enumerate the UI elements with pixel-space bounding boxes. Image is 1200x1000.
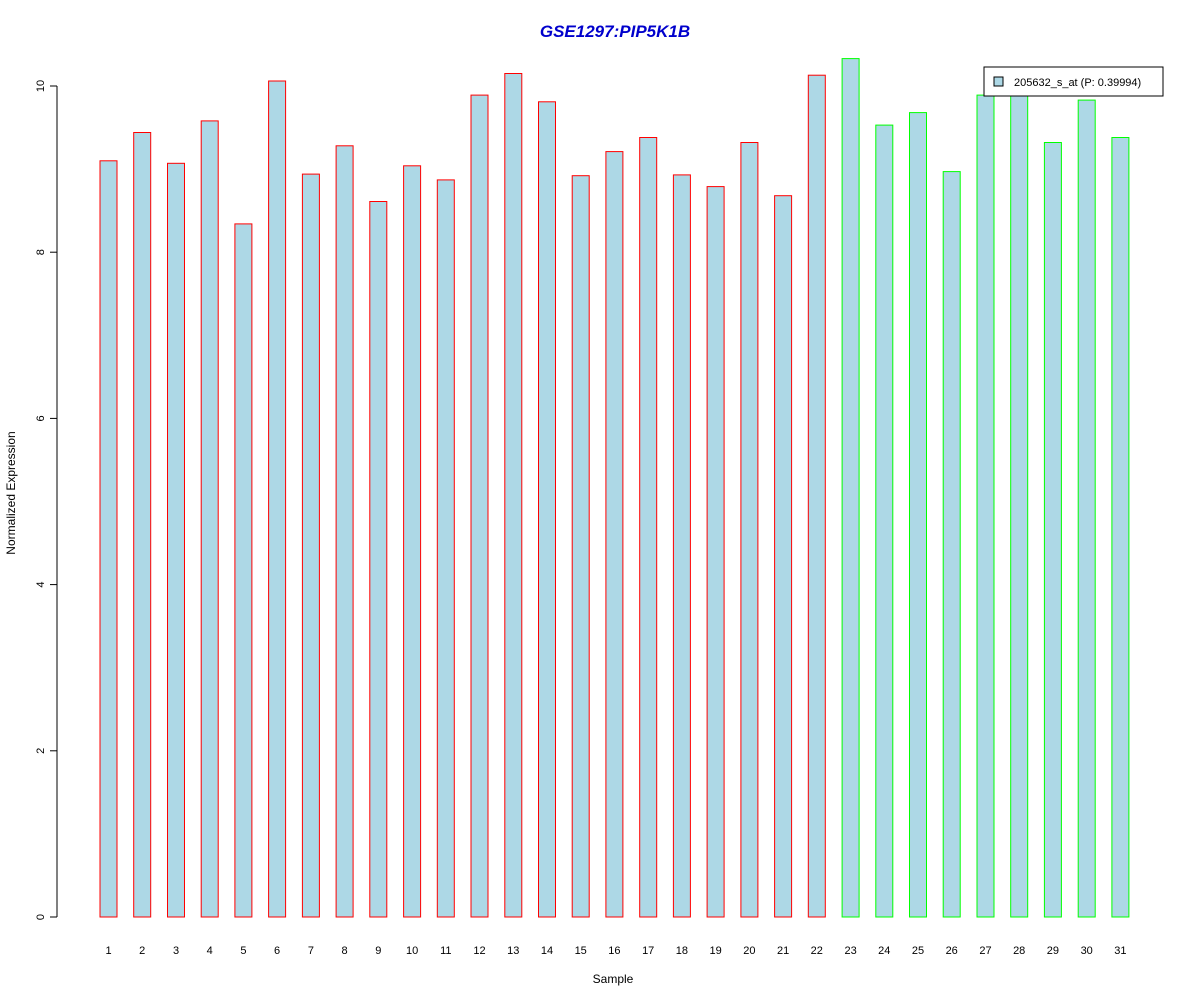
x-tick-label: 17 [642, 945, 654, 957]
bar-sample-15 [571, 175, 590, 918]
x-tick-label: 24 [878, 945, 890, 957]
bar-sample-11 [436, 179, 455, 918]
bar-sample-17 [639, 137, 658, 918]
bar-sample-23 [841, 58, 860, 918]
x-tick-label: 15 [575, 945, 587, 957]
bar-sample-25 [909, 112, 927, 918]
x-tick-label: 18 [676, 945, 688, 957]
x-tick-label: 31 [1114, 945, 1126, 957]
chart-title: GSE1297:PIP5K1B [540, 22, 690, 41]
bar-sample-13 [504, 73, 523, 918]
y-tick-label: 0 [35, 914, 47, 920]
x-tick-label: 4 [207, 945, 213, 957]
x-tick-label: 5 [240, 945, 246, 957]
x-tick-label: 10 [406, 945, 418, 957]
bar-sample-2 [133, 132, 152, 918]
bars-group [99, 58, 1130, 918]
bar-sample-27 [976, 94, 995, 918]
bar-sample-6 [268, 80, 287, 918]
y-tick-label: 10 [35, 80, 47, 92]
bar-sample-4 [200, 120, 219, 918]
bar-sample-16 [605, 151, 624, 918]
x-tick-label: 12 [473, 945, 485, 957]
x-tick-label: 29 [1047, 945, 1059, 957]
bar-sample-30 [1077, 99, 1096, 918]
x-tick-label: 30 [1081, 945, 1093, 957]
x-tick-label: 7 [308, 945, 314, 957]
bar-sample-9 [369, 201, 388, 918]
legend-swatch [993, 76, 1004, 87]
bar-sample-22 [807, 74, 826, 918]
bar-sample-28 [1010, 94, 1029, 918]
bar-sample-24 [875, 124, 894, 918]
x-tick-label: 22 [811, 945, 823, 957]
x-tick-label: 13 [507, 945, 519, 957]
legend-label: 205632_s_at (P: 0.39994) [1014, 77, 1141, 89]
x-tick-label: 1 [105, 945, 111, 957]
y-tick-label: 6 [35, 415, 47, 421]
x-tick-labels: 1 2 3 4 5 6 7 8 9 10 11 12 13 14 15 16 17 18 19 20 21 22 23 24 2… [105, 945, 1126, 957]
x-tick-label: 6 [274, 945, 280, 957]
x-tick-label: 23 [844, 945, 856, 957]
x-tick-label: 25 [912, 945, 924, 957]
y-tick-label: 4 [35, 582, 47, 588]
bar-sample-3 [167, 162, 185, 918]
bar-sample-26 [942, 171, 961, 918]
x-tick-label: 26 [946, 945, 958, 957]
bar-sample-21 [774, 195, 793, 918]
x-tick-label: 3 [173, 945, 179, 957]
x-tick-label: 9 [375, 945, 381, 957]
x-tick-label: 27 [979, 945, 991, 957]
x-tick-label: 21 [777, 945, 789, 957]
bar-sample-18 [672, 174, 691, 918]
y-axis-label: Normalized Expression [4, 431, 18, 554]
x-axis-label: Sample [593, 972, 634, 986]
legend-box [983, 66, 1164, 97]
bar-sample-29 [1043, 142, 1062, 918]
bar-sample-10 [403, 165, 422, 918]
legend: 205632_s_at (P: 0.39994) [983, 66, 1164, 97]
y-tick-label: 2 [35, 748, 47, 754]
x-tick-label: 19 [709, 945, 721, 957]
x-tick-label: 2 [139, 945, 145, 957]
bar-sample-31 [1111, 137, 1130, 918]
x-tick-label: 11 [440, 945, 451, 957]
bar-sample-5 [234, 223, 253, 918]
x-tick-label: 8 [342, 945, 348, 957]
bar-sample-1 [99, 160, 118, 918]
bar-sample-19 [706, 186, 725, 918]
bar-sample-14 [538, 101, 556, 918]
x-tick-label: 16 [608, 945, 620, 957]
y-tick-label: 8 [35, 249, 47, 255]
x-tick-label: 28 [1013, 945, 1025, 957]
bar-sample-12 [470, 94, 489, 918]
bar-sample-7 [301, 173, 320, 918]
bar-sample-20 [740, 142, 759, 918]
y-axis: 0 2 4 6 8 10 [35, 80, 58, 920]
x-tick-label: 14 [541, 945, 553, 957]
bar-sample-8 [335, 145, 354, 918]
x-tick-label: 20 [743, 945, 755, 957]
